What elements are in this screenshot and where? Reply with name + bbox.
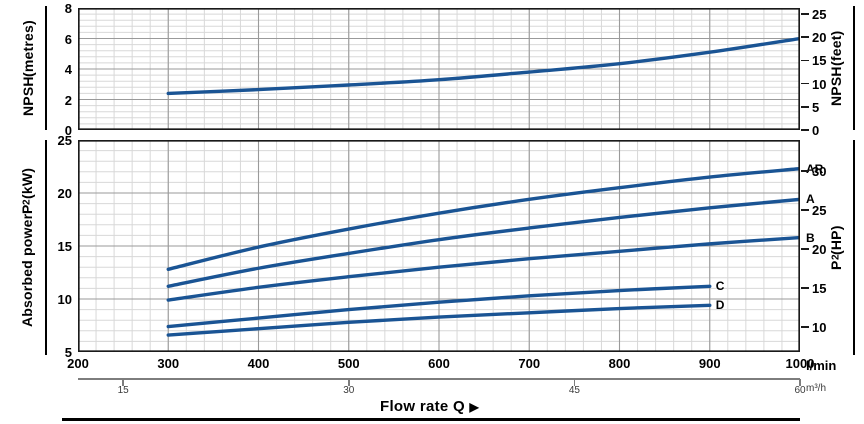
absorbed-power-chart [78,140,800,352]
y-tick-absorbed-power-5: 5 [64,345,72,360]
y2-tickmark [801,36,809,38]
m3h-tick-30: 30 [343,385,355,396]
x-tick-300: 300 [157,356,180,371]
npsh-left-title-unit: (metres) [20,19,36,77]
power-left-title-p: P [19,204,35,215]
power-left-title-sub: 2 [21,198,33,205]
curves [166,36,800,96]
curve-NPSH [166,36,800,96]
y2-tick-npsh-20: 20 [812,30,827,46]
y2-tick-npsh-10: 10 [812,76,827,92]
curve-C [166,284,712,329]
y-tick-npsh-8: 8 [64,1,72,16]
power-left-title-rule [45,140,47,355]
curve-label-AR: AR [806,161,824,176]
y2-tickmark [801,13,809,15]
y2-tick-npsh-0: 0 [812,123,820,138]
x-tick-700: 700 [518,356,541,371]
secondary-axis-line [78,378,800,380]
curve-B [166,235,800,302]
y2-tickmark [801,326,809,328]
x-tick-800: 800 [608,356,631,371]
flow-rate-caption: Flow rate Q ▶ [380,398,479,415]
curve-label-C: C [715,279,725,294]
npsh-left-title-main: NPSH [20,76,36,117]
m3h-tickmark-60 [799,379,801,386]
y-tick-npsh-4: 4 [64,62,72,77]
unit-lmin-label: l/min [806,358,837,373]
power-right-title-p: P [828,260,844,270]
y2-tickmark [801,209,809,211]
power-right-title-rule [853,140,855,355]
y2-tickmark [801,59,809,62]
bottom-rule [62,418,800,421]
y2-tickmark [801,170,809,172]
y-tick-npsh-0: 0 [64,123,72,138]
flow-rate-text: Flow rate Q [380,398,465,415]
curve-D [166,303,712,337]
x-tick-600: 600 [428,356,450,371]
npsh-chart [78,8,800,130]
curves [166,166,800,337]
y2-tick-absorbed-power-20: 20 [812,242,827,258]
curve-A [166,197,800,288]
x-tick-400: 400 [247,356,270,371]
npsh-left-axis-title: NPSH (metres) [14,6,42,130]
y2-tickmark [801,106,809,108]
y-tick-absorbed-power-25: 25 [57,133,72,148]
curve-label-D: D [715,298,725,313]
y2-tick-npsh-15: 15 [812,53,827,69]
power-left-title-unit: (kW) [19,167,35,199]
m3h-tick-45: 45 [568,385,580,396]
x-tick-1000: 1000 [785,356,815,371]
y2-tickmark [801,248,809,250]
plot-frame [78,140,800,352]
x-tick-200: 200 [67,356,89,371]
unit-m3h-label: m³/h [806,383,826,394]
curve-label-A: A [806,192,815,207]
major-gridlines [78,8,800,130]
y-tick-absorbed-power-10: 10 [57,292,72,307]
y2-tickmark [801,129,809,131]
x-tick-500: 500 [337,356,360,371]
npsh-right-title-rule [853,6,855,130]
y-tick-npsh-6: 6 [64,31,72,47]
m3h-tickmark-15 [122,379,124,386]
y2-tick-absorbed-power-10: 10 [812,320,827,336]
x-tick-900: 900 [698,356,721,371]
plot-frame [78,8,800,130]
power-left-title-main: Absorbed power [19,214,35,328]
m3h-tick-60: 60 [794,385,806,396]
y-tick-npsh-2: 2 [64,92,72,108]
y2-tickmark [801,82,809,85]
y2-tick-absorbed-power-30: 30 [812,164,827,180]
y2-tickmark [801,287,809,289]
m3h-tickmark-30 [348,379,350,386]
y2-tick-absorbed-power-25: 25 [812,203,827,219]
npsh-left-title-rule [45,6,47,130]
m3h-tickmark-45 [573,379,576,386]
y-tick-absorbed-power-20: 20 [57,186,72,201]
curve-label-B: B [806,230,815,245]
y-tick-absorbed-power-15: 15 [57,239,72,254]
m3h-tick-15: 15 [117,385,129,396]
y2-tick-npsh-5: 5 [812,99,820,115]
y2-tick-npsh-25: 25 [812,6,827,22]
flow-arrow-icon: ▶ [469,400,479,414]
y2-tick-absorbed-power-15: 15 [812,281,827,297]
curve-AR [166,166,800,272]
